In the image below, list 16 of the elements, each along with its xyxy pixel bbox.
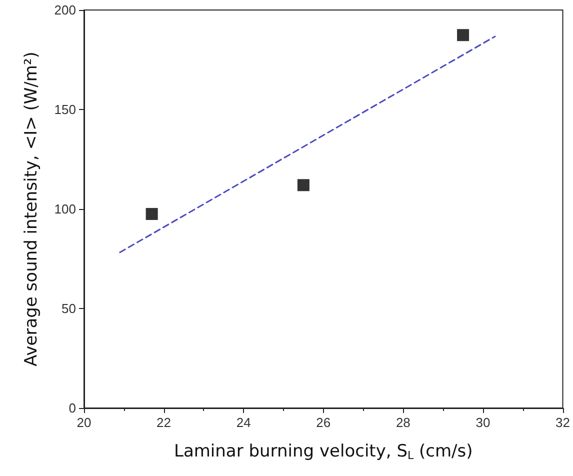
x-tick-label: 28 xyxy=(396,415,410,430)
y-tick-label: 150 xyxy=(54,102,76,117)
point xyxy=(146,208,158,220)
point xyxy=(297,179,310,192)
y-tick-label: 50 xyxy=(62,301,76,316)
x-tick-label: 30 xyxy=(476,415,490,430)
y-axis-title: Average sound intensity, <I> (W/m²) xyxy=(22,52,42,366)
x-tick-label: 32 xyxy=(556,415,570,430)
x-tick-label: 26 xyxy=(316,415,331,430)
point xyxy=(457,29,470,42)
y-tick-label: 0 xyxy=(68,400,76,416)
x-tick-label: 22 xyxy=(156,415,172,430)
x-tick-label: 24 xyxy=(236,415,251,430)
y-tick-label: 200 xyxy=(54,2,76,18)
x-tick-label: 20 xyxy=(76,415,92,430)
y-tick-label: 100 xyxy=(54,202,76,216)
